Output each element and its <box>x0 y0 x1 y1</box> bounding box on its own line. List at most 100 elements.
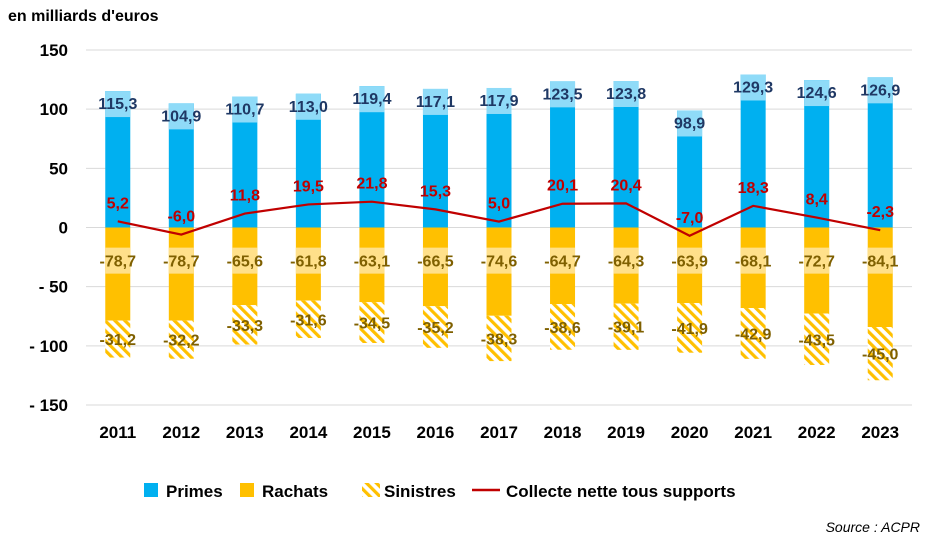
label-rachats: -78,7 <box>100 254 137 271</box>
label-primes: 123,5 <box>543 86 583 103</box>
label-collecte-nette: 15,3 <box>420 183 451 200</box>
y-unit-label: en milliards d'euros <box>8 8 159 25</box>
bar-sinistres <box>740 308 766 359</box>
label-collecte-nette: 21,8 <box>356 176 387 193</box>
y-tick-label: 0 <box>59 219 68 238</box>
x-tick-label: 2020 <box>671 423 709 442</box>
bar-rachats-band <box>422 247 448 274</box>
label-rachats: -63,1 <box>354 254 391 271</box>
bar-primes-top <box>550 81 576 108</box>
bar-rachats-band <box>550 247 576 274</box>
x-tick-label: 2014 <box>289 423 327 442</box>
x-tick-label: 2012 <box>162 423 200 442</box>
x-tick-label: 2017 <box>480 423 518 442</box>
bar-rachats-band <box>677 247 703 274</box>
bar-sinistres <box>486 315 512 362</box>
bar-rachats-band <box>105 247 131 274</box>
label-sinistres: -32,2 <box>163 333 200 350</box>
label-rachats: -84,1 <box>862 254 899 271</box>
bar-sinistres <box>867 327 893 381</box>
label-primes: 104,9 <box>161 108 201 125</box>
label-sinistres: -45,0 <box>862 347 899 364</box>
bar-rachats-band <box>613 247 639 274</box>
label-collecte-nette: 20,4 <box>611 177 642 194</box>
label-primes: 115,3 <box>98 96 137 113</box>
y-tick-label: - 50 <box>39 278 68 297</box>
x-tick-label: 2018 <box>544 423 582 442</box>
bar-primes-top <box>804 80 830 107</box>
label-rachats: -78,7 <box>163 254 200 271</box>
label-sinistres: -41,9 <box>671 321 708 338</box>
label-rachats: -64,3 <box>608 254 645 271</box>
bar-sinistres <box>295 300 321 339</box>
label-collecte-nette: -2,3 <box>866 204 894 221</box>
legend-swatch <box>240 483 254 497</box>
bar-rachats <box>867 227 893 328</box>
label-collecte-nette: 19,5 <box>293 178 324 195</box>
label-collecte-nette: 8,4 <box>806 192 828 209</box>
bar-sinistres <box>677 303 703 353</box>
y-tick-label: 150 <box>40 41 68 60</box>
label-primes: 119,4 <box>352 91 391 108</box>
bar-primes-top <box>486 87 512 114</box>
label-primes: 117,9 <box>479 93 518 110</box>
label-primes: 110,7 <box>225 102 264 119</box>
label-collecte-nette: 11,8 <box>230 188 260 205</box>
bar-primes-top <box>168 103 194 130</box>
legend-label: Collecte nette tous supports <box>506 482 736 501</box>
label-primes: 129,3 <box>733 79 773 96</box>
label-rachats: -61,8 <box>290 254 327 271</box>
label-collecte-nette: 5,0 <box>488 196 510 213</box>
label-collecte-nette: 18,3 <box>738 180 769 197</box>
bar-sinistres <box>359 302 385 343</box>
bar-rachats-band <box>232 247 258 274</box>
bar-rachats-band <box>804 247 830 274</box>
source-note: Source : ACPR <box>825 519 920 535</box>
y-tick-label: - 150 <box>29 396 68 415</box>
label-collecte-nette: -7,0 <box>676 210 704 227</box>
bar-rachats-band <box>359 247 385 274</box>
x-tick-label: 2011 <box>99 423 136 442</box>
bar-rachats-band <box>867 247 893 274</box>
y-tick-label: - 100 <box>29 337 68 356</box>
x-tick-label: 2016 <box>417 423 455 442</box>
bar-primes-top <box>740 74 766 101</box>
label-sinistres: -34,5 <box>354 316 391 333</box>
legend-label: Primes <box>166 482 223 501</box>
label-collecte-nette: 5,2 <box>107 195 129 212</box>
label-sinistres: -42,9 <box>735 326 772 343</box>
bar-sinistres <box>232 305 258 345</box>
label-collecte-nette: -6,0 <box>168 209 196 226</box>
x-tick-label: 2022 <box>798 423 836 442</box>
bar-sinistres <box>613 303 639 350</box>
bar-rachats <box>168 227 194 321</box>
label-rachats: -65,6 <box>227 254 264 271</box>
bar-primes-top <box>295 93 321 120</box>
label-primes: 123,8 <box>606 86 646 103</box>
label-primes: 124,6 <box>797 85 837 102</box>
bar-primes-top <box>613 81 639 108</box>
label-primes: 113,0 <box>289 99 328 116</box>
bar-sinistres <box>105 320 131 358</box>
label-sinistres: -35,2 <box>417 320 454 337</box>
legend-label: Rachats <box>262 482 328 501</box>
label-rachats: -74,6 <box>481 254 518 271</box>
label-rachats: -66,5 <box>417 254 454 271</box>
label-primes: 117,1 <box>416 94 455 111</box>
bar-rachats-band <box>486 247 512 274</box>
bar-rachats-band <box>168 247 194 274</box>
x-tick-label: 2021 <box>734 423 772 442</box>
label-rachats: -63,9 <box>671 254 708 271</box>
label-sinistres: -33,3 <box>227 318 264 335</box>
label-sinistres: -43,5 <box>798 332 835 349</box>
bar-primes-top <box>867 77 893 104</box>
legend-swatch <box>144 483 158 497</box>
label-rachats: -64,7 <box>544 254 581 271</box>
bar-sinistres <box>422 306 448 348</box>
label-primes: 126,9 <box>860 82 900 99</box>
x-tick-label: 2015 <box>353 423 391 442</box>
bar-primes-top <box>232 96 258 123</box>
bar-sinistres <box>804 313 830 366</box>
bar-rachats-band <box>295 247 321 274</box>
